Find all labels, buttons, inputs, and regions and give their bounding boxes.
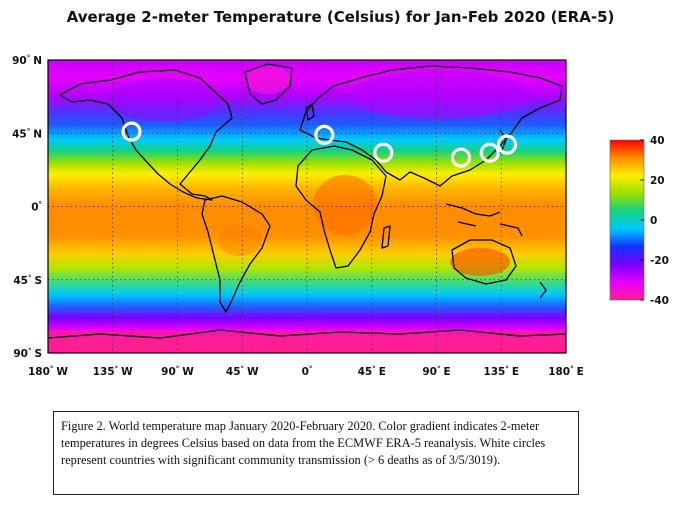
degree-symbol: ° (505, 365, 509, 373)
latitude-label: 90° N (12, 54, 42, 67)
greenland-coastline (244, 63, 293, 105)
latitude-hemisphere: S (34, 275, 42, 287)
indonesia-coastline (445, 203, 523, 237)
latitude-degree: 90 (13, 348, 28, 360)
map-frame (47, 59, 567, 354)
degree-symbol: ° (50, 365, 54, 373)
degree-symbol: ° (28, 347, 32, 355)
latitude-hemisphere: N (33, 128, 42, 140)
africa-warm-region (313, 175, 377, 235)
outbreak-circle-marker (496, 134, 518, 155)
canada-cold-region (110, 78, 220, 122)
colorbar (610, 140, 644, 300)
longitude-degree: 135 (483, 366, 505, 378)
africa-coastline (295, 145, 387, 269)
colorbar-tick-labels: 40 20 0 -20 -40 (640, 135, 669, 307)
longitude-degree: 45 (358, 366, 373, 378)
degree-symbol: ° (309, 365, 313, 373)
degree-symbol: ° (27, 127, 31, 135)
longitude-hemisphere: E (577, 366, 584, 378)
latitude-hemisphere: S (34, 348, 42, 360)
colorbar-tick-label: -40 (650, 295, 669, 307)
longitude-hemisphere: W (56, 366, 68, 378)
longitude-label: 0° (302, 365, 313, 378)
longitude-hemisphere: E (379, 366, 386, 378)
greenland-cold-region (246, 66, 290, 94)
longitude-degree: 180 (28, 366, 50, 378)
longitude-label: 135° W (93, 365, 133, 378)
longitude-degree: 0 (302, 366, 309, 378)
degree-symbol: ° (570, 365, 574, 373)
outbreak-circle-marker (121, 121, 142, 142)
degree-symbol: ° (437, 365, 441, 373)
south-america-warm-region (218, 224, 262, 256)
colorbar-tick-label: 20 (650, 175, 665, 187)
outbreak-circle-marker (479, 142, 500, 163)
coastlines (48, 63, 566, 339)
longitude-degree: 45 (226, 366, 241, 378)
longitude-hemisphere: E (443, 366, 450, 378)
latitude-degree: 45 (12, 128, 27, 140)
south-america-coastline (201, 195, 271, 313)
map-title: Average 2-meter Temperature (Celsius) fo… (66, 8, 615, 26)
latitude-label: 45° N (12, 127, 42, 140)
antarctica-coastline (48, 329, 566, 339)
outbreak-markers (121, 121, 518, 168)
degree-symbol: ° (27, 54, 31, 62)
degree-symbol: ° (176, 365, 180, 373)
longitude-label: 135° E (483, 365, 519, 378)
degree-symbol: ° (241, 365, 245, 373)
degree-symbol: ° (115, 365, 119, 373)
latitude-labels: 90° N45° N0°45° S90° S (12, 54, 42, 360)
longitude-degree: 90 (161, 366, 176, 378)
degree-symbol: ° (372, 365, 376, 373)
temperature-map-figure: 90° N45° N0°45° S90° S 180° W 135° W 90° W 45° W 0° 4… (12, 54, 669, 378)
new-zealand-coastline (539, 281, 547, 299)
latitude-label: 90° S (13, 347, 42, 360)
longitude-label: 45° W (226, 365, 259, 378)
latitude-hemisphere: N (33, 55, 42, 67)
colorbar-tick-label: -20 (650, 255, 669, 267)
australia-coastline (451, 239, 517, 285)
latitude-degree: 90 (12, 55, 27, 67)
madagascar-coastline (381, 225, 391, 249)
outbreak-circle-marker (373, 142, 394, 163)
longitude-labels: 180° W 135° W 90° W 45° W 0° 45° E 90° E 135° E 180° E (28, 365, 584, 378)
degree-symbol: ° (28, 274, 32, 282)
map-plot-area (48, 60, 566, 353)
longitude-hemisphere: W (247, 366, 259, 378)
latitude-degree: 0 (31, 202, 38, 214)
longitude-label: 180° W (28, 365, 68, 378)
longitude-label: 180° E (548, 365, 584, 378)
figure-caption: Figure 2. World temperature map January … (53, 411, 579, 495)
north-america-coastline (59, 69, 233, 201)
outbreak-circle-marker (450, 147, 472, 168)
australia-warm-region (450, 248, 510, 276)
longitude-degree: 90 (422, 366, 437, 378)
graticule (48, 60, 566, 353)
longitude-degree: 180 (548, 366, 570, 378)
longitude-label: 90° W (161, 365, 194, 378)
longitude-label: 90° E (422, 365, 450, 378)
colorbar-tick-label: 40 (650, 135, 665, 147)
latitude-degree: 45 (13, 275, 28, 287)
outbreak-circle-marker (314, 124, 335, 145)
longitude-degree: 135 (93, 366, 115, 378)
latitude-label: 0° (31, 201, 42, 214)
uk-coastline (305, 103, 315, 121)
colorbar-tick-label: 0 (650, 215, 657, 227)
longitude-label: 45° E (358, 365, 386, 378)
latitude-label: 45° S (13, 274, 42, 287)
siberia-cold-region (350, 71, 530, 119)
longitude-hemisphere: W (182, 366, 194, 378)
degree-symbol: ° (39, 201, 43, 209)
longitude-hemisphere: W (121, 366, 133, 378)
longitude-hemisphere: E (512, 366, 519, 378)
